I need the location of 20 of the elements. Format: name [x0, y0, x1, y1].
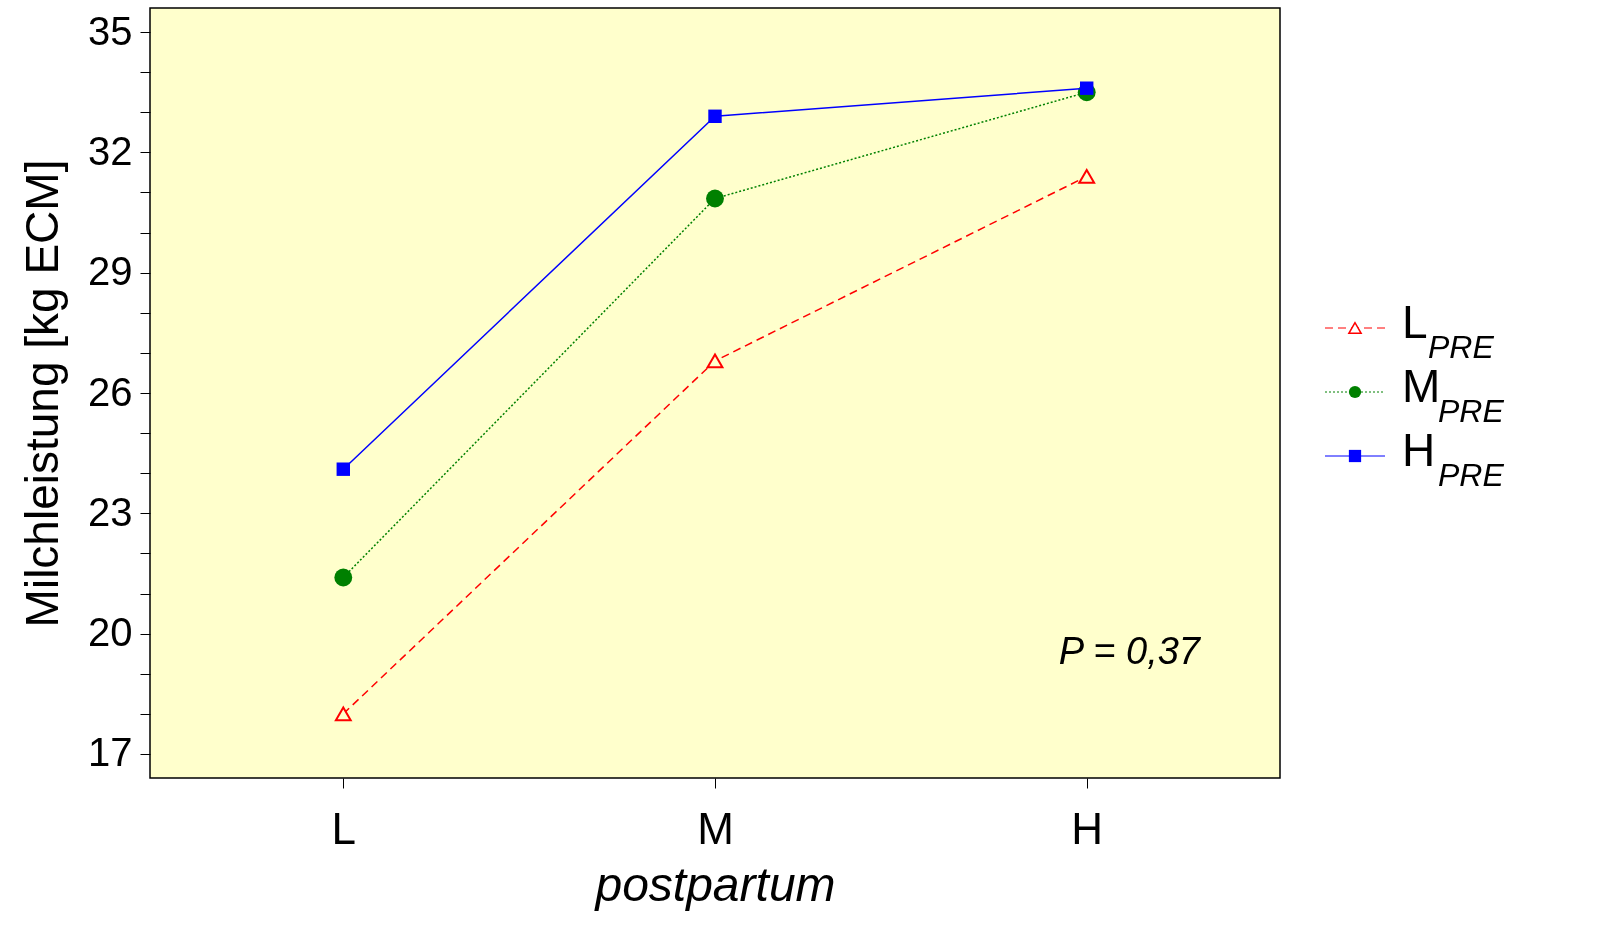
point: [334, 568, 353, 587]
y-tick-label: 35: [88, 8, 133, 53]
y-tick-label: 17: [88, 730, 133, 775]
y-tick-label: 32: [88, 128, 133, 173]
point: [334, 706, 352, 722]
y-tick-label: 26: [88, 369, 133, 414]
x-tick-label: M: [697, 803, 734, 853]
y-tick-label: 20: [88, 610, 133, 655]
y-axis-title: Milchleistung [kg ECM]: [16, 159, 69, 628]
point: [1078, 169, 1096, 184]
annotation: P = 0,37: [1058, 630, 1202, 672]
x-tick-label: H: [1071, 803, 1104, 853]
point: [706, 189, 724, 208]
y-tick-label: 23: [88, 489, 133, 534]
point: [336, 462, 350, 476]
x-axis-title: postpartum: [593, 857, 836, 911]
point: [708, 109, 722, 123]
point: [706, 353, 724, 369]
x-tick-label: L: [331, 803, 357, 853]
y-tick-label: 29: [88, 249, 133, 294]
